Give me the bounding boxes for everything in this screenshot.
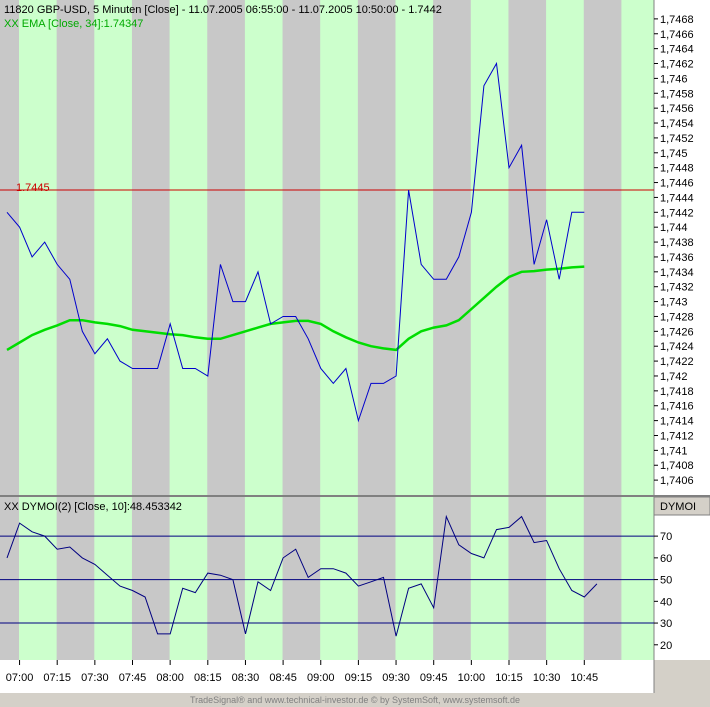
price-tick-label: 1,7452 [660, 133, 694, 145]
time-tick-label: 07:30 [81, 672, 109, 684]
price-tick-label: 1,7428 [660, 311, 694, 323]
indicator-panel-label: DYMOI [660, 501, 696, 513]
price-tick-label: 1,7468 [660, 14, 694, 26]
price-tick-label: 1,7406 [660, 475, 694, 487]
price-tick-label: 1,7456 [660, 103, 694, 115]
price-tick-label: 1,744 [660, 222, 688, 234]
time-axis-area [0, 660, 654, 693]
time-tick-label: 07:45 [119, 672, 147, 684]
reference-line-label: 1.7445 [16, 182, 50, 194]
price-axis-ticks: 1,7468 1,7466 1,7464 1,7462 1,746 1,7458 1,745… [654, 14, 694, 487]
time-tick-label: 07:15 [43, 672, 71, 684]
price-tick-label: 1,7444 [660, 192, 694, 204]
price-tick-label: 1,7424 [660, 341, 694, 353]
time-band [244, 0, 283, 495]
indicator-reference-lines [0, 535, 654, 624]
price-tick-label: 1,743 [660, 297, 688, 309]
time-band [244, 497, 283, 660]
indicator-tick-label: 70 [660, 531, 672, 543]
price-panel-bands [19, 0, 654, 495]
time-band [621, 0, 654, 495]
time-band [169, 0, 208, 495]
time-tick-label: 09:00 [307, 672, 335, 684]
price-tick-label: 1,7432 [660, 282, 694, 294]
price-tick-label: 1,7436 [660, 252, 694, 264]
price-tick-label: 1,7434 [660, 267, 694, 279]
indicator-axis-ticks: 70 60 50 40 30 20 [654, 531, 672, 652]
time-band [621, 497, 654, 660]
time-band [395, 497, 434, 660]
time-band [19, 497, 57, 660]
time-tick-label: 08:00 [156, 672, 184, 684]
indicator-tick-label: 20 [660, 640, 672, 652]
price-series-line [6, 61, 585, 423]
indicator-tick-label: 40 [660, 596, 672, 608]
indicator-panel-bands [19, 497, 654, 660]
time-band [320, 0, 358, 495]
time-band [470, 497, 509, 660]
price-tick-label: 1,7464 [660, 44, 694, 56]
indicator-tick-label: 30 [660, 618, 672, 630]
time-tick-label: 10:15 [495, 672, 523, 684]
price-tick-label: 1,741 [660, 445, 688, 457]
indicator-title: XX DYMOI(2) [Close, 10]:48.453342 [4, 501, 182, 513]
time-tick-label: 07:00 [6, 672, 34, 684]
price-tick-label: 1,7418 [660, 386, 694, 398]
price-tick-label: 1,7442 [660, 207, 694, 219]
time-tick-label: 09:45 [420, 672, 448, 684]
time-tick-label: 10:45 [571, 672, 599, 684]
price-tick-label: 1,7412 [660, 430, 694, 442]
price-tick-label: 1,7466 [660, 29, 694, 41]
indicator-tick-label: 60 [660, 553, 672, 565]
price-tick-label: 1,742 [660, 371, 688, 383]
price-tick-label: 1,7438 [660, 237, 694, 249]
price-tick-label: 1,7414 [660, 416, 694, 428]
price-tick-label: 1,7416 [660, 401, 694, 413]
price-tick-label: 1,7426 [660, 326, 694, 338]
time-band [19, 0, 57, 495]
time-band [94, 497, 132, 660]
time-band [470, 0, 509, 495]
chart-title: 11820 GBP-USD, 5 Minuten [Close] - 11.07… [4, 4, 442, 16]
price-tick-label: 1,7462 [660, 59, 694, 71]
price-tick-label: 1,7448 [660, 163, 694, 175]
time-band [94, 0, 132, 495]
price-tick-label: 1,745 [660, 148, 688, 160]
time-band [320, 497, 358, 660]
footer-credit: TradeSignal® and www.technical-investor.… [189, 695, 521, 705]
ema-label: XX EMA [Close, 34]:1.74347 [4, 18, 143, 30]
time-tick-label: 10:30 [533, 672, 561, 684]
time-tick-label: 08:30 [232, 672, 260, 684]
time-tick-label: 08:45 [269, 672, 297, 684]
price-tick-label: 1,7446 [660, 178, 694, 190]
time-tick-label: 10:00 [458, 672, 486, 684]
time-tick-label: 09:15 [345, 672, 373, 684]
dymoi-series-line [6, 514, 598, 637]
price-tick-label: 1,7422 [660, 356, 694, 368]
price-axis-area [654, 0, 710, 495]
price-tick-label: 1,7408 [660, 460, 694, 472]
axis-corner [654, 660, 710, 693]
time-tick-label: 08:15 [194, 672, 222, 684]
time-tick-label: 09:30 [382, 672, 410, 684]
indicator-tick-label: 50 [660, 575, 672, 587]
price-tick-label: 1,7454 [660, 118, 694, 130]
indicator-axis-area [654, 497, 710, 660]
ema-series-line [6, 265, 585, 352]
time-band [169, 497, 208, 660]
time-band [395, 0, 434, 495]
price-tick-label: 1,7458 [660, 88, 694, 100]
time-axis-ticks: 07:00 07:15 07:30 07:45 08:00 08:15 08:30 08:45… [6, 660, 598, 684]
price-tick-label: 1,746 [660, 73, 688, 85]
